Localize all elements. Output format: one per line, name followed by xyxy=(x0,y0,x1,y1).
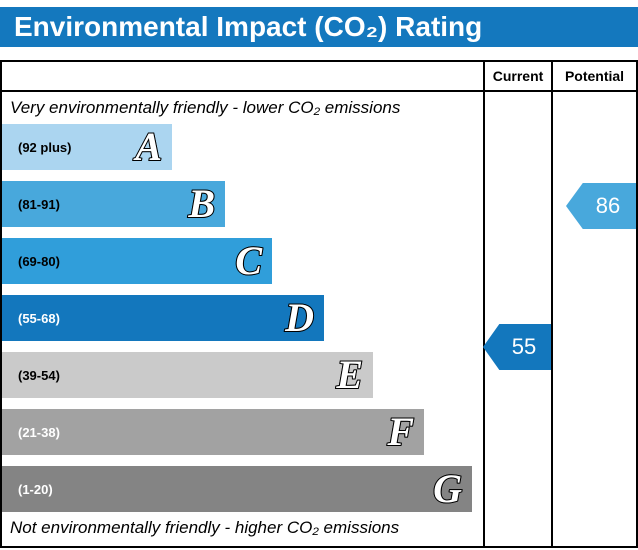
band-g-range: (1-20) xyxy=(18,481,53,497)
band-b-letter: B xyxy=(187,180,216,227)
band-a-bar: (92 plus) A xyxy=(2,123,172,170)
co2-rating-chart: Current Potential Very environmentally f… xyxy=(0,60,638,548)
band-a-range: (92 plus) xyxy=(18,139,72,155)
band-f-letter: F xyxy=(386,408,415,455)
band-f-range: (21-38) xyxy=(18,424,60,440)
header-row-divider xyxy=(2,90,636,92)
band-e-range: (39-54) xyxy=(18,367,60,383)
band-d-bar: (55-68) D xyxy=(2,294,324,341)
potential-column-divider xyxy=(551,62,553,546)
band-c-range: (69-80) xyxy=(18,253,60,269)
band-f-bar: (21-38) F xyxy=(2,408,424,455)
current-rating-value: 55 xyxy=(511,334,537,359)
band-b-range: (81-91) xyxy=(18,196,60,212)
band-a-letter: A xyxy=(134,123,163,170)
band-g-bar: (1-20) G xyxy=(2,465,472,512)
band-e-letter: E xyxy=(335,351,364,398)
potential-pointer: 86 xyxy=(566,183,636,229)
band-c-letter: C xyxy=(234,237,263,284)
current-column-divider xyxy=(483,62,485,546)
current-column-header: Current xyxy=(492,68,544,84)
title-bar: Environmental Impact (CO₂) Rating xyxy=(0,7,638,47)
band-c-bar: (69-80) C xyxy=(2,237,272,284)
current-pointer: 55 xyxy=(483,324,551,370)
page-title: Environmental Impact (CO₂) Rating xyxy=(14,11,483,42)
band-e-bar: (39-54) E xyxy=(2,351,373,398)
caption-top: Very environmentally friendly - lower CO… xyxy=(10,98,401,117)
band-g-letter: G xyxy=(432,465,463,512)
potential-rating-value: 86 xyxy=(595,193,621,218)
caption-bottom: Not environmentally friendly - higher CO… xyxy=(10,518,400,537)
potential-column-header: Potential xyxy=(564,68,625,84)
band-b-bar: (81-91) B xyxy=(2,180,225,227)
band-d-range: (55-68) xyxy=(18,310,60,326)
band-d-letter: D xyxy=(284,294,315,341)
